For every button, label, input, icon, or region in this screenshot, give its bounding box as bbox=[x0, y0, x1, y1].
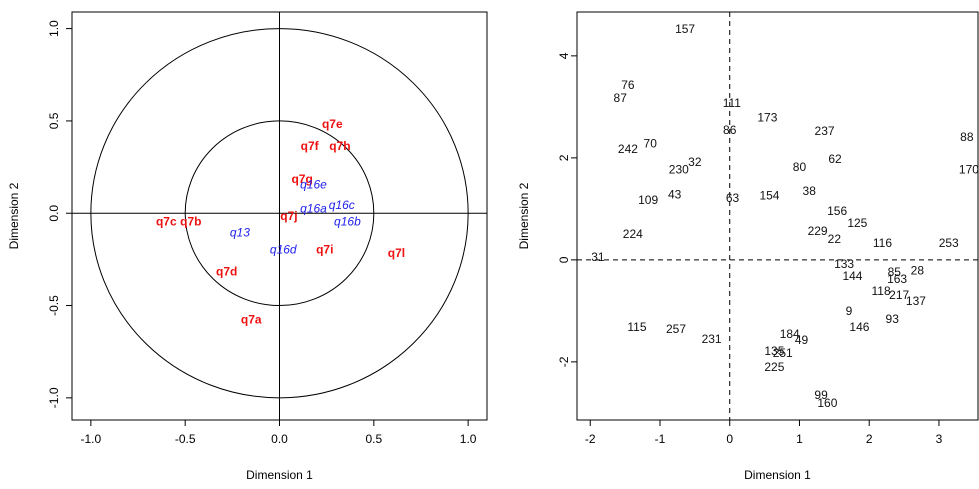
point-label: q13 bbox=[230, 226, 250, 240]
point-label: q7b bbox=[180, 215, 201, 229]
point-label: 63 bbox=[726, 191, 740, 205]
y-tick-label: 0.0 bbox=[47, 205, 61, 222]
point-label: 154 bbox=[759, 188, 779, 202]
point-label: q7c bbox=[156, 215, 177, 229]
point-label: 173 bbox=[757, 110, 777, 124]
point-label: 109 bbox=[638, 193, 658, 207]
point-label: q7f bbox=[301, 139, 320, 153]
x-tick-label: -1 bbox=[655, 432, 666, 446]
x-tick-label: 2 bbox=[866, 432, 873, 446]
x-axis-title: Dimension 1 bbox=[744, 468, 811, 482]
x-tick-label: -2 bbox=[585, 432, 596, 446]
point-label: 9 bbox=[846, 304, 853, 318]
x-tick-label: 1 bbox=[796, 432, 803, 446]
point-label: 28 bbox=[911, 263, 925, 277]
y-tick-label: -0.5 bbox=[47, 295, 61, 316]
x-tick-label: 1.0 bbox=[460, 432, 477, 446]
point-label: 118 bbox=[871, 284, 890, 298]
point-label: 251 bbox=[773, 346, 793, 360]
point-label: 88 bbox=[960, 130, 974, 144]
point-label: 70 bbox=[644, 136, 658, 150]
point-label: 43 bbox=[668, 187, 682, 201]
point-label: 87 bbox=[614, 91, 628, 105]
point-label: 230 bbox=[669, 162, 689, 176]
point-label: q16b bbox=[334, 215, 361, 229]
y-tick-label: 1.0 bbox=[47, 20, 61, 37]
point-label: 237 bbox=[815, 124, 835, 138]
y-tick-label: 2 bbox=[557, 154, 571, 161]
point-label: 116 bbox=[873, 236, 892, 250]
point-label: q7l bbox=[388, 246, 405, 260]
y-tick-label: 0.5 bbox=[47, 112, 61, 129]
point-label: q16c bbox=[329, 198, 355, 212]
point-label: 160 bbox=[817, 396, 837, 410]
x-tick-label: 0.5 bbox=[365, 432, 382, 446]
point-label: 135 bbox=[764, 344, 784, 358]
point-label: 146 bbox=[849, 320, 869, 334]
point-label: 253 bbox=[939, 236, 959, 250]
point-label: q7j bbox=[280, 209, 297, 223]
point-label: 62 bbox=[828, 152, 842, 166]
point-label: 115 bbox=[627, 320, 646, 334]
circle bbox=[184, 120, 375, 307]
y-axis-title: Dimension 2 bbox=[7, 182, 21, 249]
point-label: q16a bbox=[300, 202, 327, 216]
plot-frame bbox=[576, 11, 979, 421]
point-label: q7d bbox=[216, 264, 237, 278]
point-label: 224 bbox=[623, 227, 643, 241]
point-label: 80 bbox=[793, 160, 807, 174]
point-label: 38 bbox=[803, 184, 817, 198]
point-label: 184 bbox=[780, 327, 800, 341]
point-label: q7g bbox=[291, 172, 312, 186]
point-label: 163 bbox=[887, 272, 907, 286]
y-tick-label: -1.0 bbox=[47, 387, 61, 408]
point-label: 225 bbox=[764, 360, 784, 374]
point-label: q7h bbox=[329, 139, 350, 153]
point-label: 257 bbox=[666, 322, 686, 336]
point-label: 49 bbox=[795, 333, 809, 347]
point-label: 99 bbox=[814, 388, 828, 402]
point-label: 76 bbox=[621, 78, 635, 92]
point-label: 144 bbox=[842, 269, 862, 283]
point-label: 93 bbox=[886, 312, 900, 326]
point-label: 137 bbox=[906, 294, 926, 308]
x-tick-label: 0.0 bbox=[271, 432, 288, 446]
point-label: 85 bbox=[888, 265, 902, 279]
point-label: 170 bbox=[959, 162, 979, 176]
y-axis-title: Dimension 2 bbox=[517, 182, 531, 249]
point-label: 125 bbox=[847, 216, 867, 230]
point-label: q7a bbox=[241, 312, 262, 326]
point-label: 229 bbox=[808, 224, 828, 238]
point-label: 156 bbox=[827, 204, 847, 218]
circle bbox=[90, 28, 469, 399]
point-label: 86 bbox=[723, 123, 737, 137]
point-label: 31 bbox=[591, 250, 605, 264]
point-label: 217 bbox=[889, 288, 909, 302]
point-label: 32 bbox=[688, 155, 702, 169]
point-label: 111 bbox=[723, 96, 742, 110]
point-label: q16d bbox=[270, 242, 297, 256]
x-tick-label: -1.0 bbox=[81, 432, 102, 446]
point-label: 133 bbox=[834, 257, 854, 271]
point-label: 231 bbox=[702, 332, 722, 346]
point-label: q7i bbox=[316, 242, 333, 256]
y-tick-label: 4 bbox=[557, 52, 571, 59]
x-axis-title: Dimension 1 bbox=[246, 468, 313, 482]
point-label: 22 bbox=[828, 232, 842, 246]
point-label: 242 bbox=[618, 142, 638, 156]
y-tick-label: -2 bbox=[557, 356, 571, 367]
x-tick-label: 0 bbox=[726, 432, 733, 446]
point-label: 157 bbox=[675, 22, 695, 36]
y-tick-label: 0 bbox=[557, 256, 571, 263]
x-tick-label: -0.5 bbox=[175, 432, 196, 446]
plot-frame bbox=[71, 11, 488, 421]
point-label: q16e bbox=[300, 178, 327, 192]
point-label: q7e bbox=[322, 117, 343, 131]
x-tick-label: 3 bbox=[936, 432, 943, 446]
